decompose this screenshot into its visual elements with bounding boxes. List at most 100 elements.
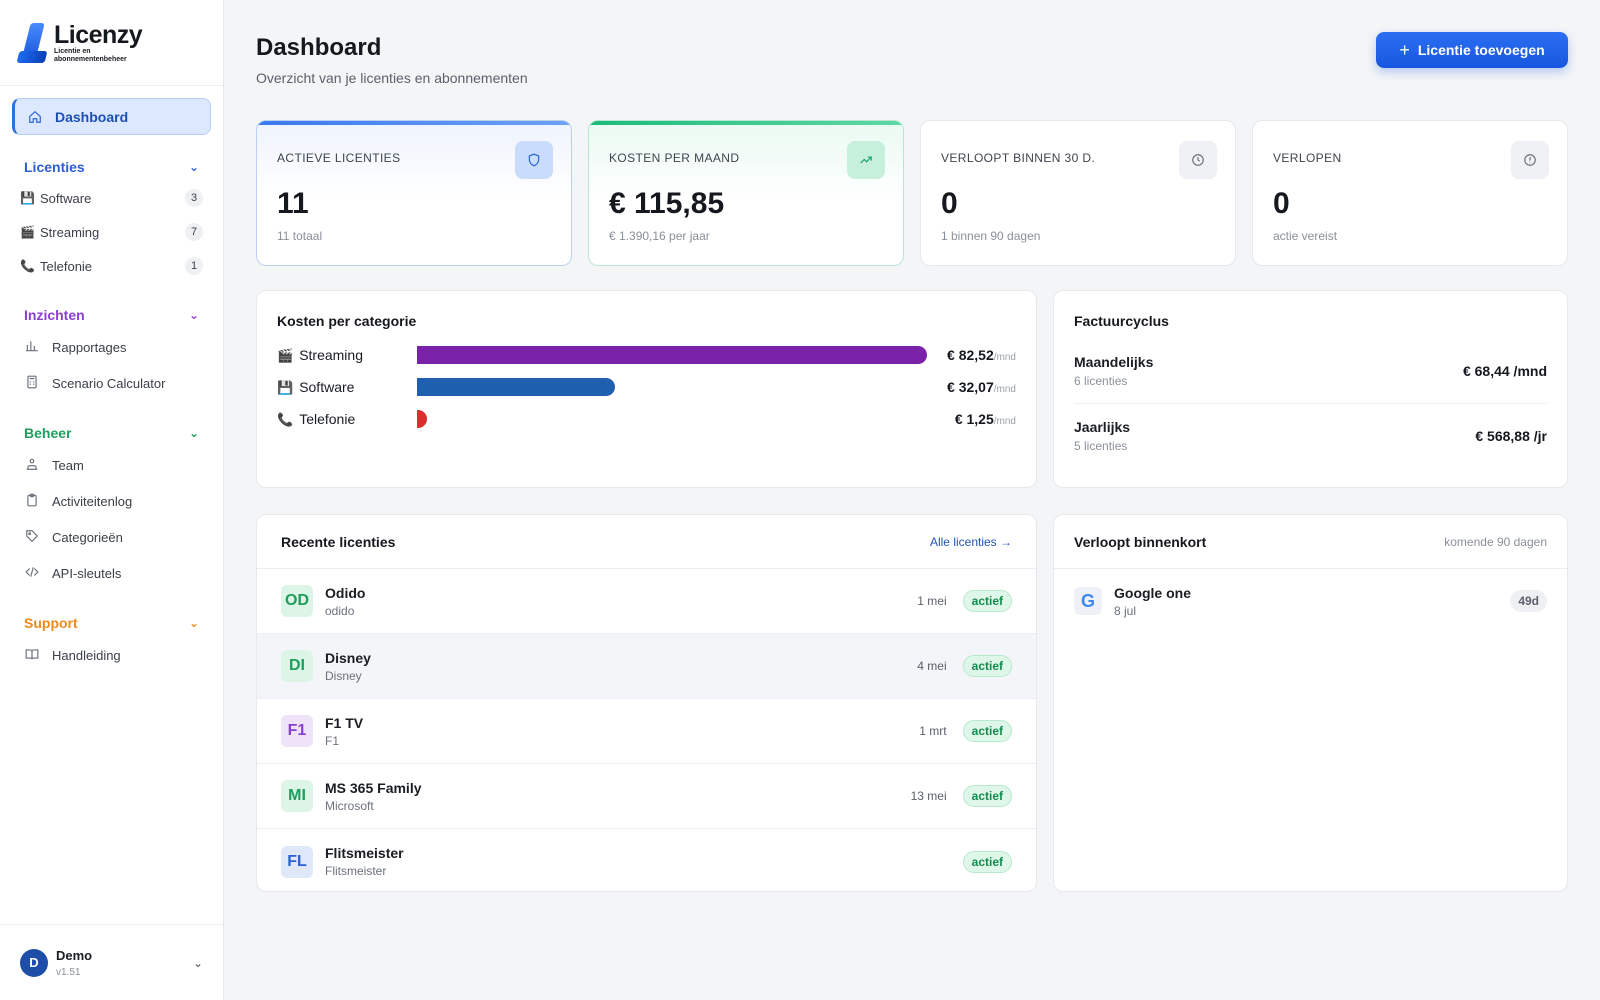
sidebar-item-categorieen[interactable]: Categorieën <box>12 519 211 555</box>
expiry-date: 8 jul <box>1114 603 1137 618</box>
category-name: Software <box>299 378 355 395</box>
license-vendor: F1 <box>325 733 340 748</box>
expiring-range-hint: komende 90 dagen <box>1444 534 1547 549</box>
clock-icon <box>1179 141 1217 179</box>
home-icon <box>27 109 43 125</box>
avatar: D <box>20 948 48 977</box>
category-name: Streaming <box>299 346 363 363</box>
sidebar-item-scenario-calculator[interactable]: Scenario Calculator <box>12 365 211 401</box>
status-badge: actief <box>962 720 1012 742</box>
sidebar-item-label: Handleiding <box>52 647 121 663</box>
table-row[interactable]: F1 F1 TV F1 1 mrt actief <box>257 699 1036 764</box>
billing-row[interactable]: Jaarlijks 5 licenties € 568,88 /jr <box>1074 403 1547 467</box>
sidebar-item-api-sleutels[interactable]: API-sleutels <box>12 555 211 591</box>
billing-row[interactable]: Maandelijks 6 licenties € 68,44 /mnd <box>1074 339 1547 403</box>
billing-name: Maandelijks <box>1074 354 1154 370</box>
sidebar-item-handleiding[interactable]: Handleiding <box>12 637 211 673</box>
section-inzichten[interactable]: Inzichten ⌄ <box>12 305 211 325</box>
tag-icon <box>24 529 40 546</box>
license-date: 1 mei <box>917 594 947 608</box>
stat-value: 0 <box>941 187 958 220</box>
license-vendor: Microsoft <box>325 798 374 813</box>
chevron-down-icon: ⌄ <box>188 616 199 630</box>
sidebar-item-rapportages[interactable]: Rapportages <box>12 329 211 365</box>
license-date: 1 mrt <box>919 724 947 738</box>
main-nav: Dashboard Licenties ⌄ 💾 Software 3 🎬 Str… <box>0 86 223 673</box>
license-initials-badge: DI <box>281 650 313 682</box>
section-licenties[interactable]: Licenties ⌄ <box>12 157 211 177</box>
license-initials-badge: MI <box>281 780 313 812</box>
sidebar-item-streaming[interactable]: 🎬 Streaming 7 <box>12 215 211 249</box>
stat-label: ACTIEVE LICENTIES <box>277 151 401 165</box>
status-badge: actief <box>962 655 1012 677</box>
sidebar-item-label: Software <box>40 190 92 206</box>
category-bar-track <box>417 410 927 428</box>
stat-note: 11 totaal <box>277 229 323 243</box>
license-vendor: Flitsmeister <box>325 864 387 878</box>
table-row[interactable]: FL Flitsmeister Flitsmeister actief <box>257 829 1036 891</box>
add-license-button[interactable]: + Licentie toevoegen <box>1376 32 1568 68</box>
costs-per-category-card: Kosten per categorie 🎬 Streaming € 82,52/… <box>256 290 1037 488</box>
count-badge: 7 <box>185 223 203 241</box>
license-name: Google one <box>1114 584 1191 601</box>
stat-card-active[interactable]: ACTIEVE LICENTIES 11 11 totaal <box>256 120 572 266</box>
category-unit: /mnd <box>993 384 1016 395</box>
table-row[interactable]: DI Disney Disney 4 mei actief <box>257 634 1036 699</box>
sidebar-item-activiteitenlog[interactable]: Activiteitenlog <box>12 483 211 519</box>
sidebar-item-label: Streaming <box>40 224 100 240</box>
licenzy-logo-icon <box>16 21 50 65</box>
floppy-disk-icon: 💾 <box>277 379 294 395</box>
stat-card-costs[interactable]: KOSTEN PER MAAND € 115,85 € 1.390,16 per… <box>588 120 904 266</box>
category-bar-track <box>417 346 927 364</box>
category-row[interactable]: 🎬 Streaming € 82,52/mnd <box>277 339 1016 371</box>
table-row[interactable]: MI MS 365 Family Microsoft 13 mei actief <box>257 764 1036 829</box>
stat-label: KOSTEN PER MAAND <box>609 151 740 165</box>
expiring-soon-card: Verloopt binnenkort komende 90 dagen G G… <box>1053 514 1568 892</box>
category-row[interactable]: 📞 Telefonie € 1,25/mnd <box>277 403 1016 435</box>
nav-dashboard[interactable]: Dashboard <box>12 98 211 135</box>
sidebar-item-team[interactable]: Team <box>12 447 211 483</box>
license-vendor: Disney <box>325 668 362 683</box>
status-badge: actief <box>962 590 1012 612</box>
sidebar-item-telefonie[interactable]: 📞 Telefonie 1 <box>12 249 211 283</box>
section-inzichten-title: Inzichten <box>24 307 85 323</box>
calculator-icon <box>24 375 40 392</box>
license-date: 4 mei <box>917 659 947 673</box>
stat-card-expiring-30[interactable]: VERLOOPT BINNEN 30 D. 0 1 binnen 90 dage… <box>920 120 1236 266</box>
category-value: € 1,25 <box>954 411 994 427</box>
trending-up-icon <box>847 141 885 179</box>
category-value: € 82,52 <box>947 347 994 363</box>
user-menu[interactable]: D Demo v1.51 ⌄ <box>0 924 223 1000</box>
table-row[interactable]: OD Odido odido 1 mei actief <box>257 569 1036 634</box>
code-icon <box>24 565 40 582</box>
section-support[interactable]: Support ⌄ <box>12 613 211 633</box>
license-name: Flitsmeister <box>325 845 404 861</box>
stat-card-expired[interactable]: VERLOPEN 0 actie vereist <box>1252 120 1568 266</box>
page-subtitle: Overzicht van je licenties en abonnement… <box>256 70 528 86</box>
chevron-down-icon: ⌄ <box>192 955 203 970</box>
app-logo[interactable]: Licenzy Licentie en abonnementenbeheer <box>0 0 223 86</box>
category-unit: /mnd <box>993 352 1016 363</box>
section-beheer-title: Beheer <box>24 425 72 441</box>
app-version: v1.51 <box>56 966 81 978</box>
sidebar-item-software[interactable]: 💾 Software 3 <box>12 181 211 215</box>
license-name: MS 365 Family <box>325 779 422 796</box>
billing-count: 6 licenties <box>1074 374 1128 388</box>
category-unit: /mnd <box>993 416 1016 427</box>
stat-label: VERLOOPT BINNEN 30 D. <box>941 151 1096 165</box>
clipboard-icon <box>24 493 40 510</box>
category-bar <box>417 346 927 364</box>
card-title: Factuurcyclus <box>1074 313 1169 329</box>
team-icon <box>24 457 40 474</box>
all-licenses-link[interactable]: Alle licenties → <box>929 534 1012 549</box>
category-name: Telefonie <box>299 410 356 427</box>
category-row[interactable]: 💾 Software € 32,07/mnd <box>277 371 1016 403</box>
alert-circle-icon <box>1511 141 1549 179</box>
category-bar <box>417 410 428 428</box>
sidebar-item-label: Categorieën <box>52 529 123 545</box>
section-beheer[interactable]: Beheer ⌄ <box>12 423 211 443</box>
category-value: € 32,07 <box>947 379 994 395</box>
license-name: Odido <box>325 584 366 601</box>
list-item[interactable]: G Google one 8 jul 49d <box>1054 569 1567 633</box>
license-initials-badge: OD <box>281 585 313 617</box>
